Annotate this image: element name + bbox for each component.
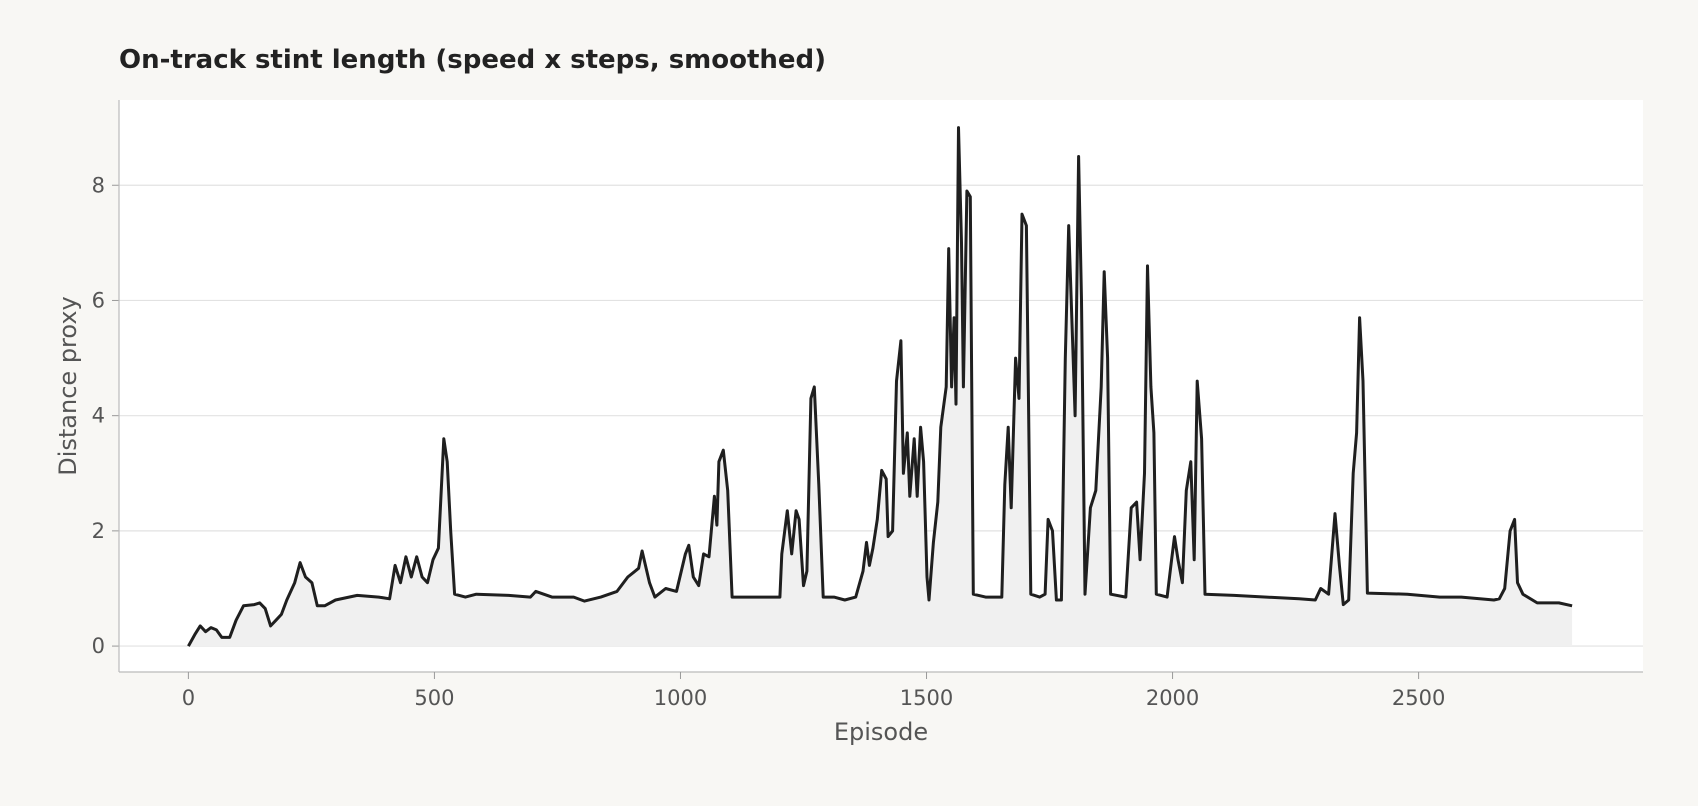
y-tick-label: 2 (92, 519, 105, 543)
area (188, 127, 1573, 647)
x-tick-label: 2500 (1392, 686, 1445, 710)
x-tick-label: 1500 (900, 686, 953, 710)
x-tick-label: 500 (414, 686, 454, 710)
x-tick-label: 0 (182, 686, 195, 710)
x-tick-label: 2000 (1146, 686, 1199, 710)
x-axis-label: Episode (834, 718, 928, 746)
line (187, 126, 1573, 647)
y-axis-label: Distance proxy (54, 296, 82, 476)
y-tick-label: 0 (92, 634, 105, 658)
y-tick-label: 6 (92, 288, 105, 312)
y-tick-label: 8 (92, 173, 105, 197)
y-tick-label: 4 (92, 404, 105, 428)
chart-title: On-track stint length (speed x steps, sm… (119, 45, 826, 75)
x-tick-label: 1000 (654, 686, 707, 710)
